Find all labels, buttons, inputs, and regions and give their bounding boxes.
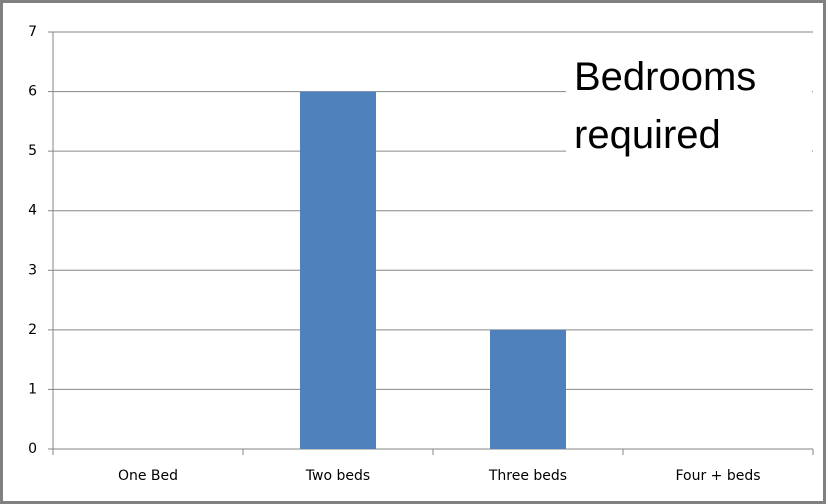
chart-title: Bedrooms required <box>566 44 812 168</box>
x-tick-label: Two beds <box>305 468 370 484</box>
y-tick-label: 2 <box>28 322 37 338</box>
y-tick-label: 0 <box>28 441 37 457</box>
x-tick-label: One Bed <box>118 468 178 484</box>
y-tick-label: 6 <box>28 84 37 100</box>
bar <box>490 329 566 449</box>
y-tick-label: 5 <box>28 143 37 159</box>
y-tick-label: 4 <box>28 203 37 219</box>
y-tick-label: 7 <box>28 24 37 40</box>
x-tick-label: Three beds <box>488 468 567 484</box>
y-tick-label: 3 <box>28 262 37 278</box>
bar <box>300 91 376 450</box>
x-tick-label: Four + beds <box>675 468 760 484</box>
y-tick-label: 1 <box>28 381 37 397</box>
